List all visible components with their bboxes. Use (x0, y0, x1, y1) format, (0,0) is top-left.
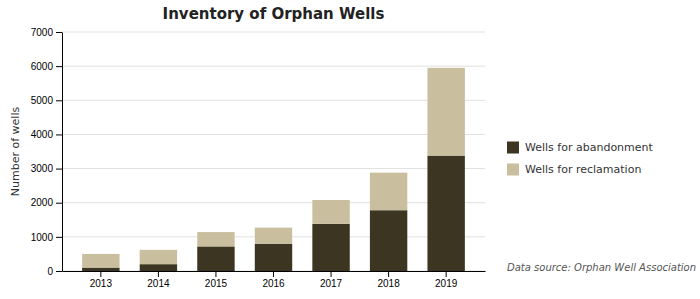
grid-line (62, 66, 485, 67)
tick-label: 2017 (320, 278, 343, 289)
tick-mark (56, 134, 62, 135)
tick-label: 5000 (31, 95, 54, 106)
tick-label: 2013 (90, 278, 113, 289)
chart: 2013 2014 2015 2016 2017 2018 2019 0 1000 2000 300… (0, 0, 700, 299)
tick: 2019 (435, 271, 458, 289)
grid-line (62, 100, 485, 101)
y-axis-title: Number of wells (9, 107, 22, 197)
legend-swatch (507, 142, 519, 154)
tick-label: 1000 (31, 232, 54, 243)
tick-mark (56, 32, 62, 33)
tick-mark (388, 271, 389, 277)
tick: 2014 (147, 271, 170, 289)
legend-swatch (507, 164, 519, 176)
tick-label: 2000 (31, 197, 54, 208)
tick-label: 2018 (377, 278, 400, 289)
bar (82, 268, 119, 271)
bars (82, 68, 465, 271)
tick: 2000 (31, 197, 62, 208)
grid-line (62, 168, 485, 169)
tick-label: 2014 (147, 278, 170, 289)
tick: 2018 (377, 271, 400, 289)
bar (82, 254, 119, 268)
tick: 3000 (31, 163, 62, 174)
tick: 2015 (205, 271, 228, 289)
tick: 2017 (320, 271, 343, 289)
legend-item: Wells for abandonment (507, 141, 654, 154)
tick: 2016 (262, 271, 285, 289)
tick-mark (331, 271, 332, 277)
tick-mark (446, 271, 447, 277)
tick-mark (56, 237, 62, 238)
plot: 2013 2014 2015 2016 2017 2018 2019 0 1000 2000 300… (31, 27, 486, 289)
tick-mark (56, 100, 62, 101)
legend-label: Wells for abandonment (525, 141, 654, 154)
y-axis: 0 1000 2000 3000 4000 5000 6000 7000 (31, 27, 63, 277)
bar (312, 200, 349, 224)
tick-mark (56, 66, 62, 67)
legend-item: Wells for reclamation (507, 163, 641, 176)
x-axis: 2013 2014 2015 2016 2017 2018 2019 (63, 271, 486, 289)
tick-label: 2019 (435, 278, 458, 289)
bar (140, 264, 177, 271)
tick: 0 (47, 266, 62, 277)
series (82, 156, 465, 271)
tick-label: 6000 (31, 61, 54, 72)
legend: Wells for abandonment Wells for reclamati… (507, 141, 654, 176)
grid-line (62, 32, 485, 33)
grid (62, 32, 485, 271)
legend-label: Wells for reclamation (525, 163, 641, 176)
bar (370, 173, 407, 211)
tick-label: 7000 (31, 27, 54, 38)
tick-mark (56, 203, 62, 204)
bar (312, 224, 349, 271)
axis-line (62, 33, 63, 272)
tick-label: 3000 (31, 163, 54, 174)
bar (255, 228, 292, 244)
tick-mark (273, 271, 274, 277)
bar (427, 68, 464, 156)
tick-mark (215, 271, 216, 277)
tick-label: 2016 (262, 278, 285, 289)
annotation: Data source: Orphan Well Association (507, 262, 696, 273)
tick-label: 2015 (205, 278, 228, 289)
bar (255, 244, 292, 271)
tick: 6000 (31, 61, 62, 72)
bar (197, 232, 234, 246)
tick: 2013 (90, 271, 113, 289)
bar (140, 250, 177, 264)
series (82, 68, 465, 268)
tick: 4000 (31, 129, 62, 140)
tick-mark (158, 271, 159, 277)
grid-line (62, 202, 485, 203)
bar (197, 246, 234, 271)
tick-mark (100, 271, 101, 277)
tick: 5000 (31, 95, 62, 106)
tick-label: 4000 (31, 129, 54, 140)
tick: 7000 (31, 27, 62, 38)
bar (370, 210, 407, 271)
tick: 1000 (31, 232, 62, 243)
grid-line (62, 134, 485, 135)
tick-mark (56, 169, 62, 170)
title: Inventory of Orphan Wells (163, 5, 385, 23)
tick-label: 0 (47, 266, 53, 277)
tick-mark (56, 271, 62, 272)
bar (427, 156, 464, 271)
